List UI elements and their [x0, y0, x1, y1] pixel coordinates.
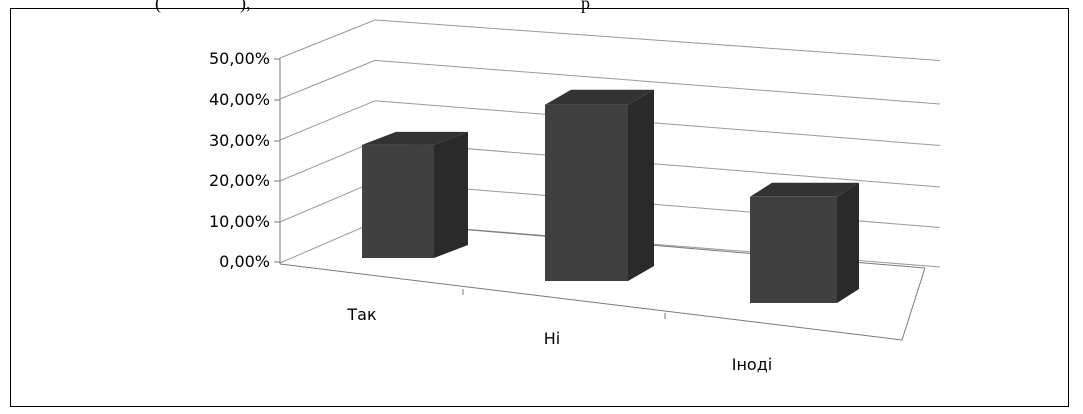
gridline-side — [279, 59, 376, 100]
gridline-side — [279, 181, 376, 223]
y-tick-label: 40,00% — [209, 90, 270, 109]
header-open-paren: ( — [155, 0, 161, 13]
y-axis-ticks: 0,00% 10,00% 20,00% 30,00% 40,00% 50,00% — [209, 49, 280, 271]
y-tick-label: 10,00% — [209, 212, 270, 231]
gridline-back — [374, 19, 941, 61]
gridline-back — [374, 140, 941, 188]
floor-front-edge — [279, 263, 903, 341]
header-close-paren: ), — [240, 0, 251, 13]
y-tick-label: 50,00% — [209, 49, 270, 68]
bar-front-2 — [545, 104, 628, 281]
floor-right-edge — [901, 267, 926, 341]
header-letter: р — [581, 0, 590, 13]
bar-side-3 — [837, 182, 859, 303]
gridline-back — [374, 59, 941, 105]
x-category-label: Так — [346, 305, 377, 324]
x-axis-categories: Так Ні Іноді — [346, 305, 772, 374]
chart-frame — [10, 8, 1069, 407]
bar-top-3 — [750, 182, 859, 197]
bar-side-2 — [628, 89, 654, 281]
y-tick-label: 30,00% — [209, 131, 270, 150]
x-category-label: Іноді — [732, 355, 772, 374]
bar-top-2 — [545, 89, 654, 105]
header-fragment-right: р — [581, 0, 590, 14]
bar-side-1 — [434, 131, 468, 258]
y-tick-label: 20,00% — [209, 171, 270, 190]
gridline-back — [374, 100, 941, 146]
header-fragment-left: ( ), — [155, 0, 251, 14]
gridline-side — [279, 140, 376, 182]
bars-layer — [362, 89, 859, 303]
gridline-side — [279, 221, 376, 264]
bar-top-1 — [362, 131, 468, 145]
bar-front-3 — [750, 196, 837, 303]
bar-front-1 — [362, 144, 434, 258]
y-tick-label: 0,00% — [219, 252, 270, 271]
x-category-label: Ні — [544, 329, 560, 348]
gridline-side — [279, 100, 376, 141]
gridline-side — [279, 19, 376, 59]
